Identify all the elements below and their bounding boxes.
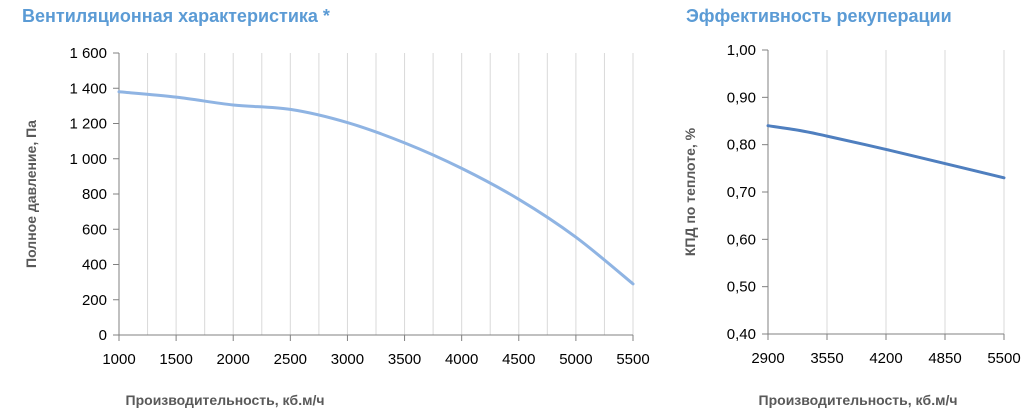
efficiency-series-line — [766, 124, 1006, 180]
fan-curve-x-tick-label: 1500 — [159, 351, 192, 368]
efficiency-y-tick-label: 0,70 — [727, 184, 756, 201]
efficiency-x-tick-label: 5500 — [987, 350, 1020, 367]
fan-curve-y-tick-label: 1 200 — [69, 116, 107, 133]
efficiency-y-tick-label: 0,50 — [727, 279, 756, 296]
fan-curve-y-tick-label: 1 400 — [69, 80, 107, 97]
efficiency-y-tick-label: 0,40 — [727, 326, 756, 343]
fan-curve-x-tick-label: 4500 — [502, 351, 535, 368]
efficiency-y-tick-label: 0,60 — [727, 231, 756, 248]
efficiency-y-tick-label: 0,90 — [727, 89, 756, 106]
fan-curve-x-tick-label: 3500 — [388, 351, 421, 368]
fan-curve-y-tick-label: 800 — [82, 186, 107, 203]
fan-curve-x-tick-label: 5000 — [559, 351, 592, 368]
fan-curve-x-tick-label: 4000 — [445, 351, 478, 368]
efficiency-x-tick-label: 2900 — [751, 350, 784, 367]
fan-curve-title: Вентиляционная характеристика * — [22, 6, 330, 26]
recuperation-efficiency-title: Эффективность рекуперации — [686, 6, 952, 26]
efficiency-x-axis-label: Производительность, кб.м/ч — [759, 392, 958, 408]
efficiency-x-tick-label: 4850 — [928, 350, 961, 367]
efficiency-y-tick-label: 0,80 — [727, 137, 756, 154]
fan-curve-x-tick-label: 2500 — [274, 351, 307, 368]
fan-curve-x-tick-label: 1000 — [102, 351, 135, 368]
fan-curve-y-tick-label: 400 — [82, 257, 107, 274]
fan-curve-x-axis-label: Производительность, кб.м/ч — [126, 392, 325, 408]
efficiency-y-axis-label: КПД по теплоте, % — [682, 127, 698, 256]
fan-curve-x-tick-label: 5500 — [616, 351, 649, 368]
fan-curve-y-tick-label: 1 000 — [69, 151, 107, 168]
fan-curve-series-line — [117, 90, 635, 286]
fan-curve-x-tick-label: 3000 — [331, 351, 364, 368]
fan-curve-y-tick-label: 600 — [82, 221, 107, 238]
fan-curve-y-axis-label: Полное давление, Па — [23, 120, 39, 268]
fan-curve-y-tick-label: 200 — [82, 292, 107, 309]
fan-curve-x-tick-label: 2000 — [217, 351, 250, 368]
fan-curve-y-tick-label: 0 — [99, 327, 107, 344]
efficiency-x-tick-label: 4200 — [869, 350, 902, 367]
recuperation-efficiency-chart: 0,40 0,50 0,60 0,70 0,80 0,90 1,00 2900 3550 4200… — [682, 42, 1021, 408]
fan-curve-y-tick-label: 1 600 — [69, 45, 107, 62]
efficiency-x-tick-label: 3550 — [810, 350, 843, 367]
efficiency-y-tick-label: 1,00 — [727, 42, 756, 59]
